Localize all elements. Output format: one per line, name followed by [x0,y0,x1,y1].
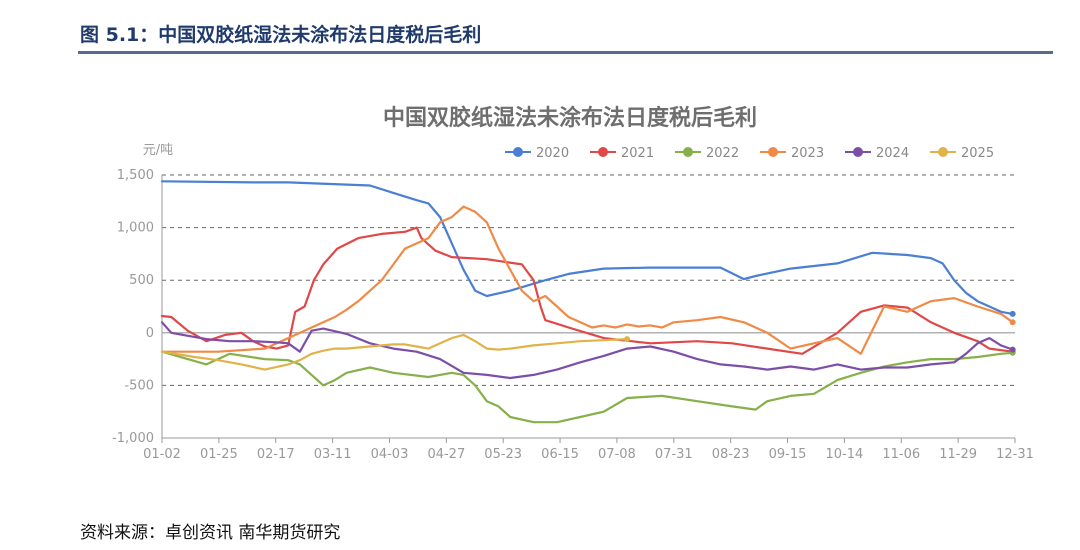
x-tick-label: 12-31 [996,447,1034,462]
y-tick-label: -500 [124,378,154,393]
legend-item-2022[interactable]: 2022 [675,146,739,161]
series-end-point-2024 [1009,346,1016,353]
x-tick-label: 02-17 [257,447,295,462]
series-end-point-2025 [624,336,631,343]
x-tick-label: 06-15 [541,447,579,462]
y-tick-label: 1,500 [117,168,154,183]
x-tick-label: 07-31 [655,447,693,462]
series-line-2020 [160,180,1014,315]
figure-title: 图 5.1：中国双胶纸湿法未涂布法日度税后毛利 [80,24,482,46]
x-tick-label: 04-27 [427,447,465,462]
x-tick-label: 08-23 [712,447,750,462]
x-tick-label: 07-08 [598,447,636,462]
x-tick-label: 01-02 [143,447,181,462]
legend: 2020 2021 2022 2023 2024 2025 [505,146,994,161]
series-line-2024 [160,321,1014,380]
legend-swatch-dot [938,147,948,157]
legend-item-2024[interactable]: 2024 [845,146,909,161]
x-tick-label: 09-15 [769,447,807,462]
x-tick-label: 01-25 [200,447,238,462]
y-tick-label: 0 [146,326,154,341]
y-tick-label: 500 [129,273,154,288]
legend-label: 2025 [961,146,994,161]
legend-swatch-dot [768,147,778,157]
chart-title: 中国双胶纸湿法未涂布法日度税后毛利 [383,105,757,131]
x-tick-label: 05-23 [484,447,522,462]
legend-swatch-dot [598,147,608,157]
legend-item-2020[interactable]: 2020 [505,146,569,161]
source-note: 资料来源：卓创资讯 南华期货研究 [80,523,341,543]
legend-label: 2024 [876,146,909,161]
legend-item-2021[interactable]: 2021 [590,146,654,161]
series-line-2021 [160,226,1014,355]
legend-item-2023[interactable]: 2023 [760,146,824,161]
x-tick-label: 03-11 [314,447,352,462]
legend-item-2025[interactable]: 2025 [930,146,994,161]
x-tick-label: 11-06 [882,447,920,462]
series-end-point-2023 [1009,319,1016,326]
series-line-2023 [160,205,1014,355]
x-tick-label: 04-03 [371,447,409,462]
legend-swatch-dot [513,147,523,157]
series-lines [160,180,1016,424]
series-line-2025 [160,333,629,371]
y-axis-unit-label: 元/吨 [143,143,173,158]
legend-swatch-dot [683,147,693,157]
series-line-2022 [160,350,1014,424]
legend-label: 2022 [706,146,739,161]
x-tick-label: 11-29 [939,447,977,462]
legend-label: 2023 [791,146,824,161]
title-divider [78,51,1053,54]
legend-label: 2021 [621,146,654,161]
legend-label: 2020 [536,146,569,161]
legend-swatch-dot [853,147,863,157]
x-tick-label: 10-14 [826,447,864,462]
series-end-point-2020 [1009,310,1016,317]
y-tick-label: -1,000 [112,431,154,446]
y-tick-label: 1,000 [117,221,154,236]
